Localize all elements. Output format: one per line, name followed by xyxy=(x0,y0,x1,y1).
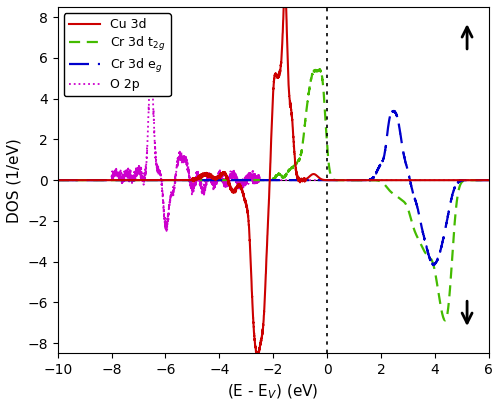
Cr 3d t$_{2g}$ xyxy=(486,178,492,183)
Cu 3d xyxy=(217,175,223,180)
O 2p xyxy=(218,171,224,175)
X-axis label: (E - E$_V$) (eV): (E - E$_V$) (eV) xyxy=(228,383,319,401)
Cr 3d e$_g$ xyxy=(430,262,436,267)
Cr 3d e$_g$ xyxy=(391,109,397,113)
Line: Cr 3d e$_g$: Cr 3d e$_g$ xyxy=(58,111,488,265)
Line: Cr 3d t$_{2g}$: Cr 3d t$_{2g}$ xyxy=(58,69,488,320)
Cr 3d t$_{2g}$ xyxy=(482,178,488,183)
Y-axis label: DOS (1/eV): DOS (1/eV) xyxy=(7,138,22,222)
Cu 3d xyxy=(248,264,254,268)
Cr 3d t$_{2g}$ xyxy=(316,67,322,72)
Cu 3d xyxy=(255,354,261,359)
Legend: Cu 3d, Cr 3d t$_{2g}$, Cr 3d e$_g$, O 2p: Cu 3d, Cr 3d t$_{2g}$, Cr 3d e$_g$, O 2p xyxy=(64,13,170,96)
O 2p xyxy=(54,178,60,183)
Cu 3d xyxy=(157,178,163,183)
Cr 3d t$_{2g}$ xyxy=(248,178,254,183)
Cu 3d xyxy=(482,178,488,183)
O 2p xyxy=(486,178,492,183)
O 2p xyxy=(482,178,488,183)
Cr 3d t$_{2g}$ xyxy=(155,178,161,183)
O 2p xyxy=(155,167,161,172)
O 2p xyxy=(157,170,163,175)
Cr 3d t$_{2g}$ xyxy=(160,178,166,183)
Cu 3d xyxy=(54,178,60,183)
Cu 3d xyxy=(155,178,161,183)
Cr 3d e$_g$ xyxy=(160,178,166,183)
Cu 3d xyxy=(486,178,492,183)
Cr 3d t$_{2g}$ xyxy=(442,318,448,323)
O 2p xyxy=(148,63,154,68)
Cr 3d e$_g$ xyxy=(482,178,488,183)
O 2p xyxy=(160,189,166,194)
O 2p xyxy=(164,228,170,233)
Cr 3d t$_{2g}$ xyxy=(54,178,60,183)
Cu 3d xyxy=(160,178,166,183)
Cr 3d e$_g$ xyxy=(157,178,163,183)
Cr 3d t$_{2g}$ xyxy=(157,178,163,183)
Cr 3d e$_g$ xyxy=(217,178,223,183)
Cr 3d e$_g$ xyxy=(486,178,492,183)
Cr 3d e$_g$ xyxy=(248,178,254,183)
Cr 3d e$_g$ xyxy=(54,178,60,183)
O 2p xyxy=(248,174,254,179)
Line: Cu 3d: Cu 3d xyxy=(58,0,488,357)
Cr 3d t$_{2g}$ xyxy=(217,178,223,183)
Line: O 2p: O 2p xyxy=(58,66,488,231)
Cr 3d e$_g$ xyxy=(155,178,161,183)
